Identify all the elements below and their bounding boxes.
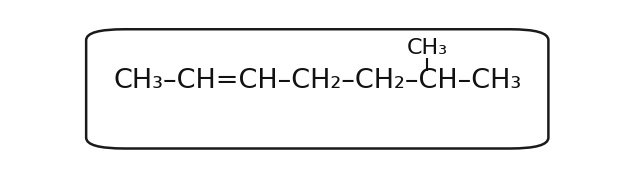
Text: CH₃–CH=CH–CH₂–CH₂–CH–CH₃: CH₃–CH=CH–CH₂–CH₂–CH–CH₃ [113, 68, 522, 94]
Text: CH₃: CH₃ [407, 38, 448, 58]
FancyBboxPatch shape [86, 29, 548, 149]
